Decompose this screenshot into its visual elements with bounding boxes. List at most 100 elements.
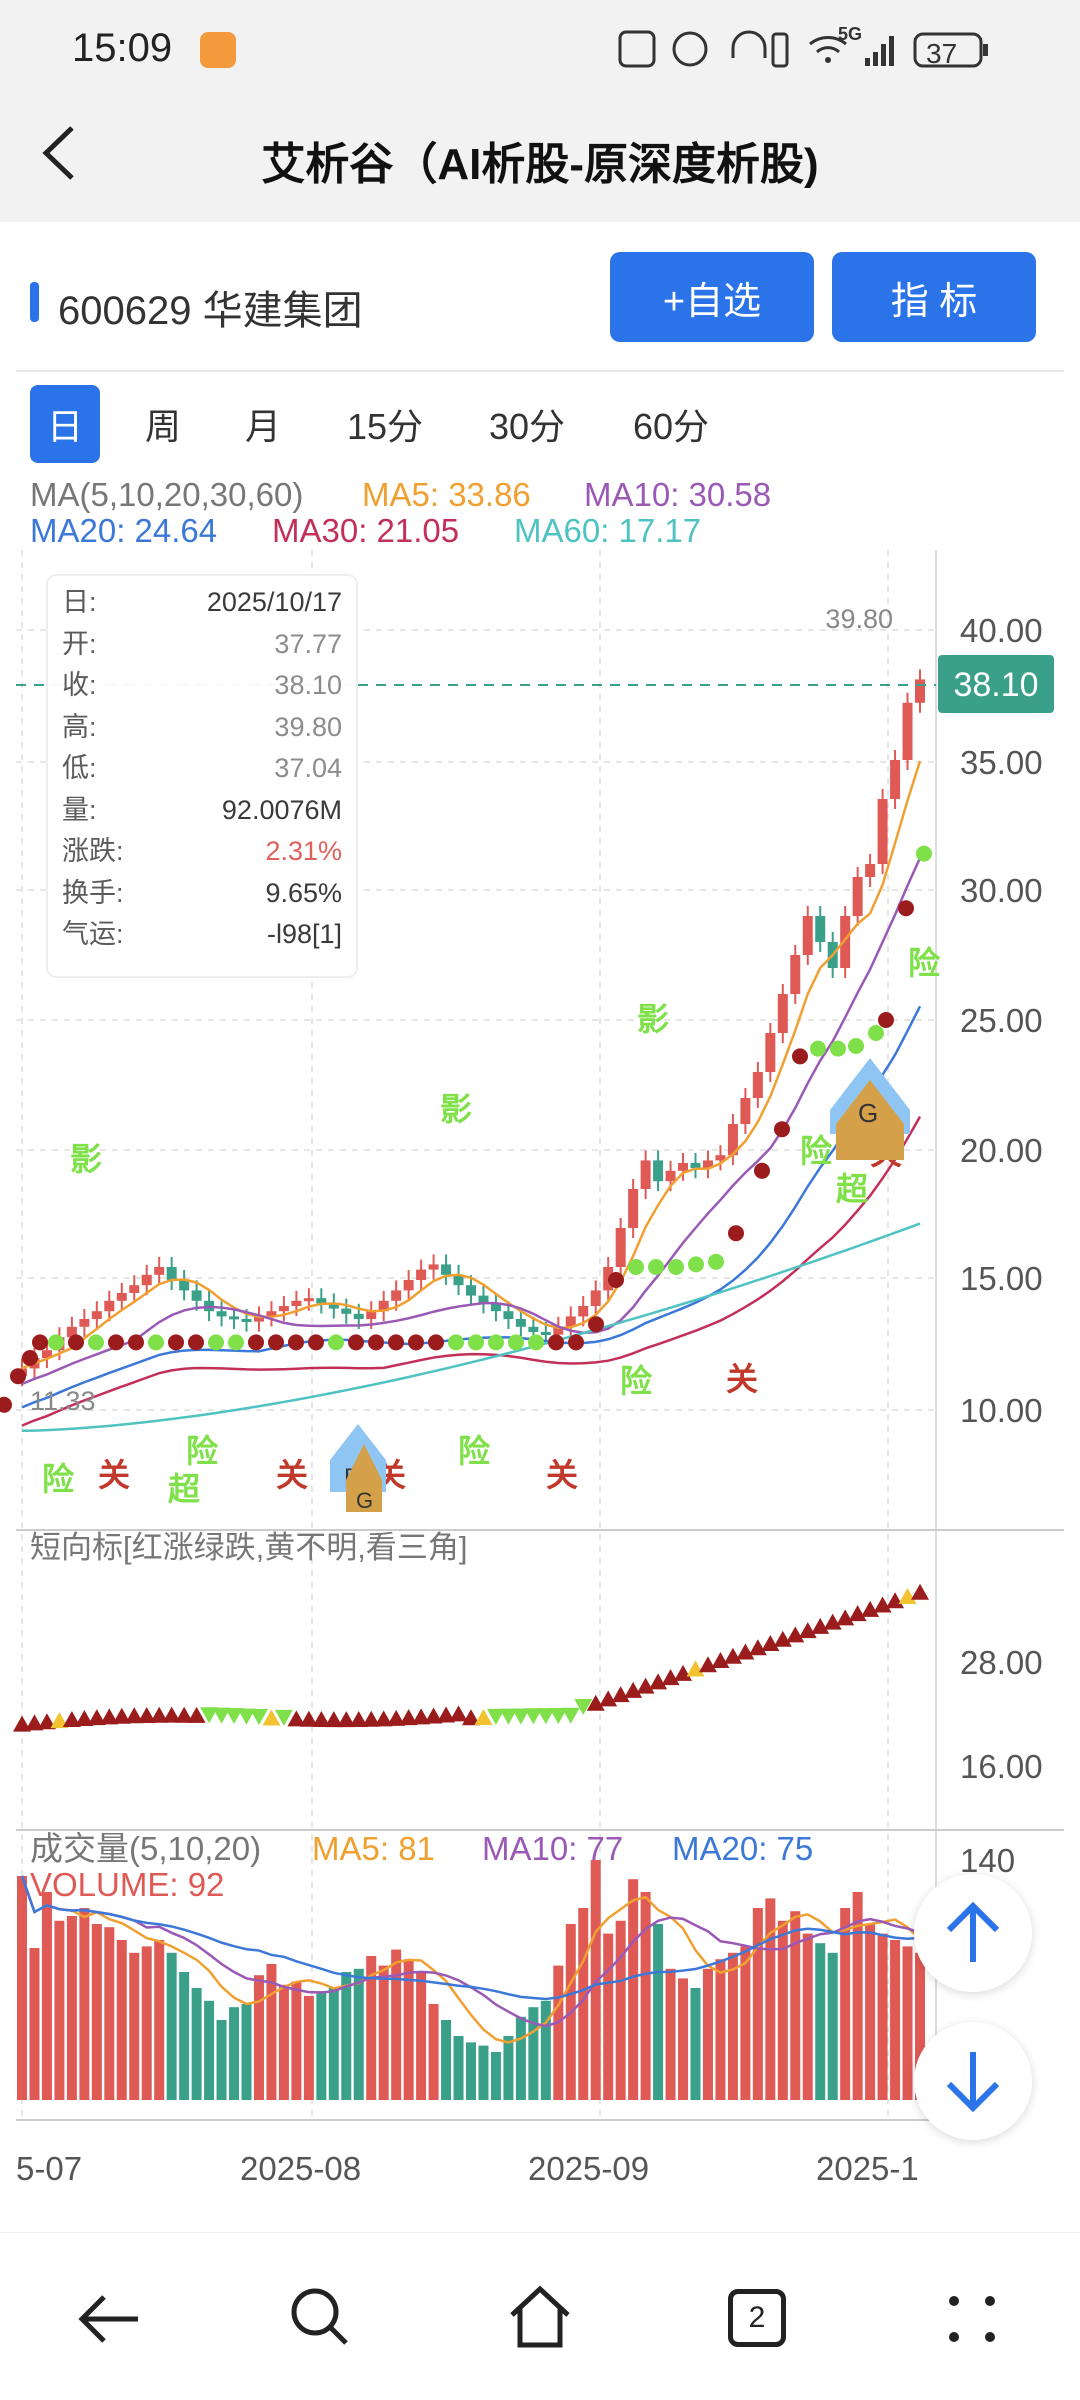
- indicator-button[interactable]: 指 标: [832, 252, 1036, 342]
- scroll-down-button[interactable]: [914, 2022, 1032, 2140]
- short-triangle: [125, 1707, 144, 1724]
- candle: [815, 916, 826, 942]
- candle: [241, 1319, 252, 1322]
- candle: [278, 1306, 289, 1312]
- candle: [628, 1189, 639, 1228]
- battery-level: 37: [926, 38, 958, 69]
- volume-bar: [540, 2000, 551, 2100]
- signal-dot: [288, 1334, 304, 1351]
- vol-ma10: MA10: 77: [482, 1830, 623, 1867]
- volume-bar: [752, 1908, 763, 2100]
- volume-bar: [391, 1949, 402, 2100]
- short-triangle: [137, 1706, 156, 1723]
- scroll-up-button[interactable]: [914, 1874, 1032, 1992]
- signal-xian: 险: [800, 1133, 833, 1169]
- volume-bar: [266, 1964, 277, 2100]
- tabs-count-icon[interactable]: 2: [728, 2289, 786, 2347]
- candle: [653, 1160, 664, 1182]
- ma-legend-title: MA(5,10,20,30,60): [30, 476, 304, 513]
- x-tick: 2025-08: [240, 2150, 361, 2187]
- search-icon[interactable]: [288, 2285, 352, 2349]
- short-triangle: [536, 1708, 555, 1725]
- short-triangle: [100, 1708, 119, 1725]
- short-triangle: [549, 1707, 568, 1724]
- candle: [540, 1332, 551, 1335]
- signal-dot: [468, 1334, 484, 1351]
- tab-month[interactable]: 月: [244, 406, 281, 447]
- tab-week[interactable]: 周: [144, 406, 181, 447]
- volume-bar: [852, 1892, 863, 2100]
- home-icon[interactable]: [504, 2281, 576, 2353]
- candle: [902, 702, 913, 760]
- short-triangle: [798, 1622, 817, 1639]
- short-triangle: [37, 1713, 56, 1730]
- price-chart[interactable]: 38.10 39.80 11.33 40.00 35.00 30.00 25.0…: [0, 550, 1080, 2210]
- short-triangle: [175, 1706, 194, 1723]
- tab-30min[interactable]: 30分: [488, 406, 566, 447]
- candle: [253, 1316, 264, 1322]
- volume-bar: [116, 1940, 127, 2100]
- signal-ying: 影: [70, 1141, 102, 1177]
- short-triangle: [773, 1630, 792, 1647]
- short-triangle: [112, 1707, 131, 1724]
- info-key: 日:: [62, 587, 97, 617]
- signal-dot: [810, 1040, 826, 1057]
- volume-bar: [41, 1892, 52, 2100]
- candle: [690, 1163, 701, 1169]
- signal-guan: 关: [276, 1457, 308, 1493]
- candle: [441, 1264, 452, 1275]
- tab-15min[interactable]: 15分: [346, 406, 424, 447]
- volume-bar: [416, 1972, 427, 2100]
- short-triangle: [636, 1677, 655, 1694]
- volume-bar: [827, 1952, 838, 2100]
- signal-dot: [268, 1334, 284, 1351]
- back-icon[interactable]: [74, 2289, 144, 2349]
- candle: [715, 1155, 726, 1161]
- signal-dot: [248, 1334, 264, 1351]
- ma-line: [21, 760, 922, 1370]
- current-price-tag: [938, 655, 1054, 713]
- signal-chao: 超: [168, 1471, 201, 1507]
- volume-ma-line: [20, 1875, 921, 2044]
- low-marker: 11.33: [30, 1386, 96, 1416]
- candle: [790, 955, 801, 994]
- signal-dot: [308, 1334, 324, 1351]
- back-arrow-icon[interactable]: [36, 118, 86, 188]
- short-triangle: [13, 1715, 31, 1732]
- signal-dot: [548, 1334, 564, 1351]
- signal-dot: [608, 1272, 624, 1288]
- info-value: 2025/10/17: [206, 587, 342, 617]
- tab-60min[interactable]: 60分: [632, 406, 710, 447]
- volume-bar: [29, 1948, 40, 2100]
- candle: [129, 1285, 140, 1293]
- candle: [366, 1311, 377, 1319]
- candle: [877, 799, 888, 864]
- more-icon[interactable]: [944, 2291, 1000, 2347]
- candle: [41, 1350, 52, 1358]
- signal-chao: 超: [836, 1171, 869, 1207]
- volume-bar: [328, 1988, 339, 2100]
- candle: [154, 1267, 165, 1275]
- volume-bar: [553, 1965, 564, 2100]
- short-triangle: [511, 1708, 530, 1725]
- info-row: 日: 2025/10/17: [62, 582, 342, 624]
- candle: [141, 1274, 152, 1286]
- signal-dot: [68, 1334, 84, 1351]
- x-tick: 2025-1: [816, 2150, 919, 2187]
- info-row: 开: 37.77: [62, 624, 342, 666]
- short-triangle: [337, 1711, 356, 1728]
- signal-dot: [368, 1334, 384, 1351]
- add-watchlist-button[interactable]: +自选: [610, 252, 814, 342]
- candle: [266, 1311, 277, 1317]
- short-triangle: [811, 1617, 830, 1634]
- short-triangle: [848, 1605, 867, 1622]
- candle: [391, 1290, 402, 1301]
- volume-bar: [241, 2004, 252, 2100]
- tab-day[interactable]: 日: [30, 385, 100, 463]
- status-icons: [618, 30, 988, 68]
- candle: [179, 1280, 190, 1291]
- info-row: 涨跌: 2.31%: [62, 831, 342, 873]
- ma5-value: MA5: 33.86: [362, 476, 531, 513]
- volume-bar: [54, 1920, 65, 2100]
- short-triangle: [823, 1613, 842, 1630]
